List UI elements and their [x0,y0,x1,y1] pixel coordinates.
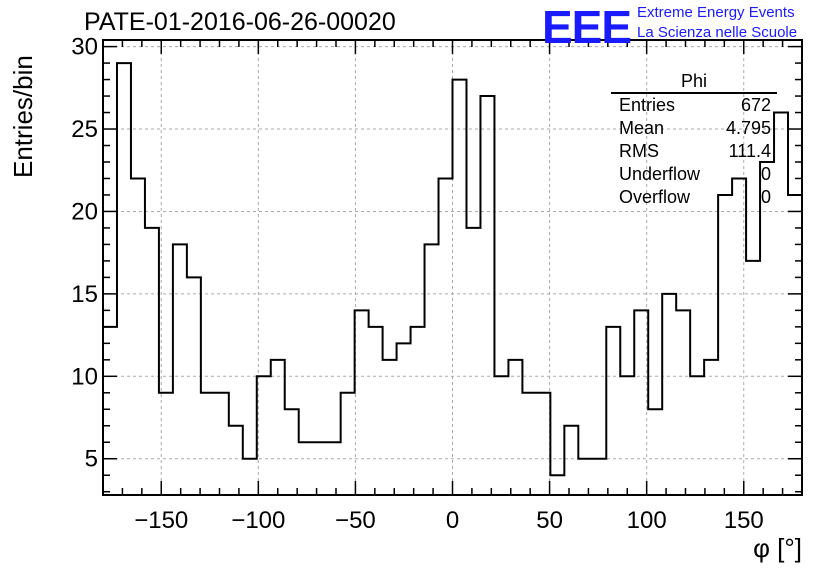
x-tick-label: −100 [231,507,285,534]
stats-row-mean: Mean 4.795 [611,117,777,140]
eee-logo: EEE [542,1,632,53]
x-tick-label: 100 [627,507,667,534]
stats-label: Underflow [619,164,701,184]
y-tick-label: 15 [71,281,98,308]
x-tick-label: 50 [536,507,563,534]
stats-value: 4.795 [725,118,771,138]
stats-label: RMS [619,141,659,161]
grid-lines [103,40,802,495]
x-tick-label: −50 [335,507,376,534]
axis-ticks [102,40,803,495]
stats-value: 0 [760,187,771,207]
y-tick-label: 25 [71,116,98,143]
stats-row-overflow: Overflow 0 [611,186,777,209]
logo-caption-line2: La Scienza nelle Scuole [637,24,798,41]
y-tick-label: 10 [71,363,98,390]
x-tick-label: 150 [724,507,764,534]
x-tick-label: −150 [134,507,188,534]
x-axis-label: φ [°] [753,533,802,563]
stats-row-entries: Entries 672 [611,94,777,117]
plot-title: PATE-01-2016-06-26-00020 [84,8,396,36]
stats-row-rms: RMS 111.4 [611,140,777,163]
stats-title: Phi [611,70,777,94]
stats-label: Overflow [619,187,691,207]
logo-caption: Extreme Energy Events La Scienza nelle S… [637,3,797,43]
y-tick-label: 30 [71,34,98,61]
tick-labels: −150 −100 −50 0 50 100 150 5 10 15 20 25 30 [71,34,763,534]
stats-label: Entries [619,95,676,115]
x-tick-label: 0 [446,507,459,534]
y-tick-label: 20 [71,198,98,225]
y-tick-label: 5 [85,446,98,473]
stats-box: Phi Entries 672 Mean 4.795 RMS 111.4 Und… [611,70,777,209]
stats-value: 0 [760,164,771,184]
logo-caption-line1: Extreme Energy Events [637,4,795,21]
stats-row-underflow: Underflow 0 [611,163,777,186]
stats-label: Mean [619,118,665,138]
y-axis-label: Entries/bin [8,55,38,178]
stats-value: 672 [740,95,771,115]
histogram-line [103,62,802,477]
stats-value: 111.4 [728,141,771,161]
